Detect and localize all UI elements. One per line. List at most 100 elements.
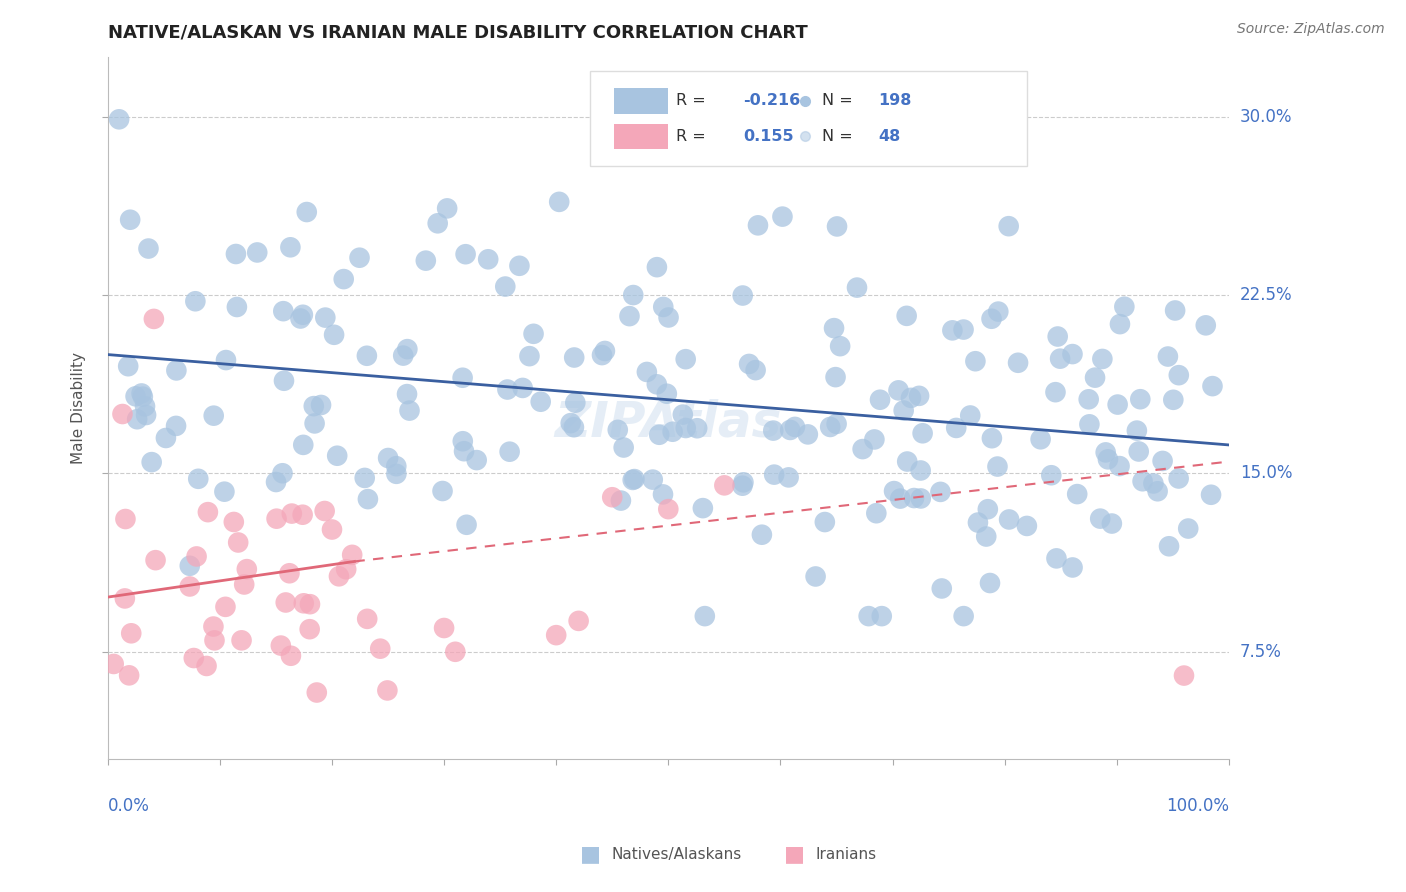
Point — [967, 516, 990, 530]
Point — [1114, 300, 1136, 314]
Point — [179, 579, 201, 593]
Point — [415, 253, 437, 268]
Point — [652, 300, 675, 314]
Point — [1094, 445, 1116, 459]
Point — [997, 219, 1019, 234]
Point — [512, 381, 534, 395]
Bar — [614, 124, 668, 149]
Point — [477, 252, 499, 267]
Point — [132, 390, 155, 404]
Point — [952, 322, 974, 336]
Point — [823, 321, 845, 335]
Point — [202, 619, 225, 633]
Point — [436, 202, 458, 216]
Point — [751, 527, 773, 541]
Point — [314, 504, 336, 518]
Point — [433, 621, 456, 635]
Point — [1142, 476, 1164, 491]
Text: 15.0%: 15.0% — [1240, 465, 1292, 483]
Point — [762, 424, 785, 438]
Point — [202, 409, 225, 423]
Point — [108, 112, 131, 127]
Point — [1164, 303, 1187, 318]
Point — [226, 535, 249, 549]
Point — [183, 651, 205, 665]
Point — [818, 420, 841, 434]
Point — [340, 548, 363, 562]
Point — [858, 609, 880, 624]
Point — [451, 370, 474, 384]
Text: ■: ■ — [785, 845, 804, 864]
Text: R =: R = — [676, 129, 711, 144]
Point — [636, 365, 658, 379]
Point — [1167, 368, 1189, 383]
Point — [606, 423, 628, 437]
Point — [103, 657, 125, 671]
Point — [215, 353, 238, 368]
Point — [548, 194, 571, 209]
Point — [825, 219, 848, 234]
Point — [1129, 392, 1152, 407]
Point — [1045, 551, 1067, 566]
Point — [356, 349, 378, 363]
Point — [797, 427, 820, 442]
Point — [117, 359, 139, 374]
Text: -0.216: -0.216 — [744, 94, 800, 109]
Point — [444, 645, 467, 659]
Point — [278, 566, 301, 581]
Point — [591, 348, 613, 362]
Point — [986, 459, 1008, 474]
Point — [959, 409, 981, 423]
Point — [564, 395, 586, 409]
Point — [165, 363, 187, 377]
Point — [454, 247, 477, 261]
Point — [910, 491, 932, 506]
Point — [546, 628, 568, 642]
Point — [987, 304, 1010, 318]
Point — [747, 219, 769, 233]
Point — [568, 614, 591, 628]
FancyBboxPatch shape — [591, 71, 1026, 166]
Point — [204, 633, 226, 648]
Point — [292, 438, 315, 452]
Point — [744, 363, 766, 377]
Point — [1201, 379, 1223, 393]
Point — [896, 454, 918, 468]
Text: 100.0%: 100.0% — [1166, 797, 1229, 815]
Point — [1107, 398, 1129, 412]
Text: ZIPAtlas: ZIPAtlas — [554, 398, 782, 446]
Point — [980, 431, 1002, 445]
Text: Iranians: Iranians — [815, 847, 876, 862]
Point — [655, 386, 678, 401]
Point — [1090, 511, 1112, 525]
Text: 7.5%: 7.5% — [1240, 643, 1282, 661]
Point — [952, 609, 974, 624]
Point — [271, 467, 294, 481]
Point — [124, 389, 146, 403]
Point — [432, 483, 454, 498]
Point — [562, 351, 585, 365]
Point — [385, 459, 408, 474]
Point — [465, 453, 488, 467]
Point — [280, 648, 302, 663]
Point — [1062, 560, 1084, 574]
Point — [274, 595, 297, 609]
Point — [645, 377, 668, 392]
Point — [314, 310, 336, 325]
Point — [783, 420, 806, 434]
Point — [214, 599, 236, 614]
Point — [280, 240, 302, 254]
Point — [302, 399, 325, 413]
Point — [309, 398, 332, 412]
Point — [692, 501, 714, 516]
Point — [1101, 516, 1123, 531]
Point — [298, 622, 321, 636]
Point — [562, 420, 585, 434]
Point — [305, 685, 328, 699]
Point — [398, 403, 420, 417]
Point — [613, 441, 636, 455]
Point — [179, 558, 201, 573]
Point — [186, 549, 208, 564]
Point — [903, 491, 925, 505]
Point — [945, 421, 967, 435]
